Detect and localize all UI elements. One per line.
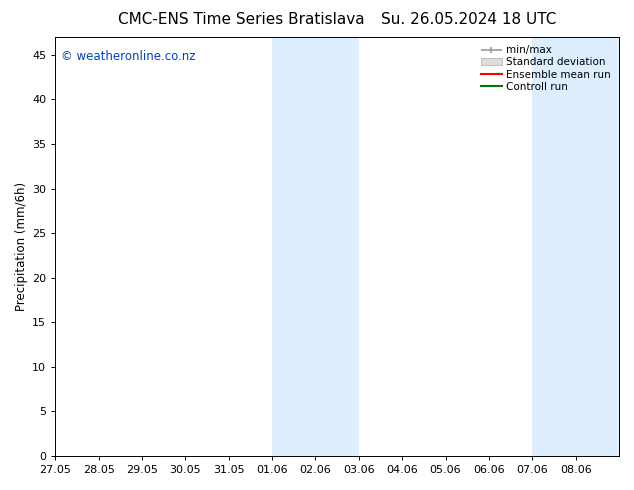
Text: CMC-ENS Time Series Bratislava: CMC-ENS Time Series Bratislava (118, 12, 364, 27)
Bar (533, 37, 619, 456)
Text: Su. 26.05.2024 18 UTC: Su. 26.05.2024 18 UTC (382, 12, 557, 27)
Text: © weatheronline.co.nz: © weatheronline.co.nz (61, 49, 195, 63)
Bar (272, 37, 359, 456)
Y-axis label: Precipitation (mm/6h): Precipitation (mm/6h) (15, 182, 28, 311)
Legend: min/max, Standard deviation, Ensemble mean run, Controll run: min/max, Standard deviation, Ensemble me… (478, 42, 614, 95)
